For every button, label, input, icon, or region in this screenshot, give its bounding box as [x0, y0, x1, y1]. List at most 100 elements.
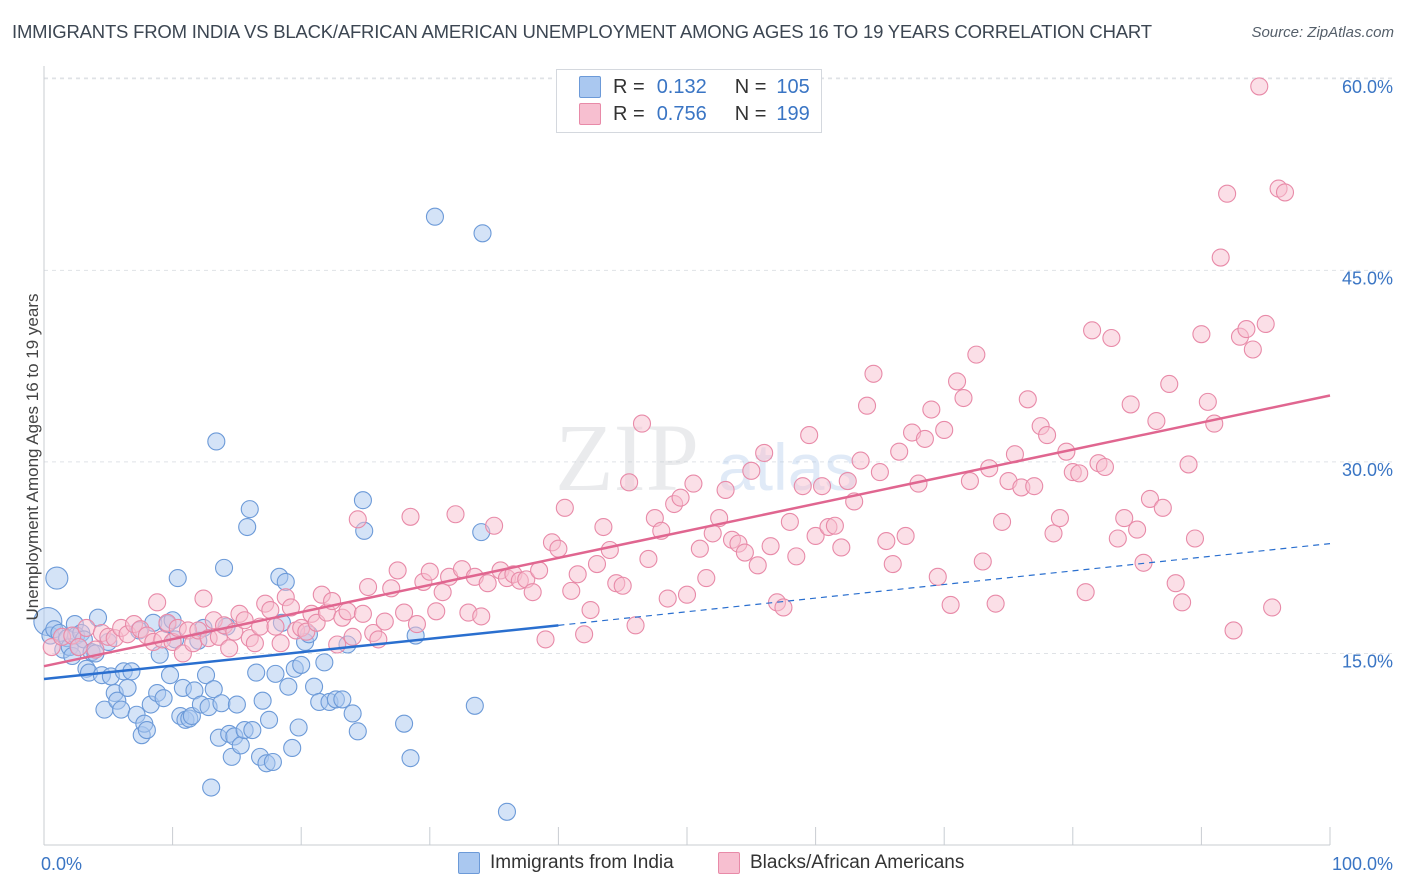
black-point	[536, 630, 555, 649]
black-point	[388, 561, 407, 580]
black-point	[420, 562, 439, 581]
black-point	[1070, 464, 1089, 483]
y-axis-label: Unemployment Among Ages 16 to 19 years	[23, 294, 42, 621]
india-trend-extension	[558, 543, 1331, 626]
black-point	[395, 603, 414, 622]
black-point	[1166, 574, 1185, 593]
india-point	[112, 700, 131, 719]
black-point	[1192, 325, 1211, 344]
india-point	[238, 517, 257, 537]
india-point	[289, 718, 308, 737]
black-point	[328, 635, 347, 654]
black-point	[838, 471, 857, 491]
black-point	[1128, 520, 1147, 539]
black-point	[581, 600, 600, 620]
black-point	[1102, 328, 1121, 348]
india-point	[333, 690, 352, 709]
black-point	[935, 420, 954, 440]
black-point	[1198, 392, 1217, 411]
black-point	[1025, 477, 1044, 496]
trend-lines	[43, 394, 1331, 681]
black-point	[1076, 583, 1095, 602]
black-point	[1275, 183, 1295, 202]
black-point	[825, 516, 844, 535]
black-point	[1224, 621, 1243, 640]
india-point	[45, 566, 69, 590]
black-point	[864, 364, 883, 383]
source-label: Source: ZipAtlas.com	[1251, 24, 1394, 41]
black-point	[626, 616, 645, 635]
x-tick-label: 0.0%	[41, 854, 82, 874]
india-point	[214, 558, 234, 577]
india-point	[353, 491, 372, 510]
black-point	[359, 577, 378, 597]
black-point	[562, 581, 581, 600]
black-point	[1243, 340, 1262, 359]
chart-title: IMMIGRANTS FROM INDIA VS BLACK/AFRICAN A…	[12, 21, 1152, 42]
india-point	[348, 722, 367, 741]
india-point	[227, 695, 246, 714]
india-point	[240, 500, 259, 519]
legend-n-value: 105	[776, 75, 810, 98]
india-point	[465, 696, 484, 715]
black-point	[780, 512, 799, 531]
legend-row-black: R = 0.756 N = 199	[579, 102, 810, 126]
black-point	[877, 532, 896, 551]
bottom-swatch-black-icon	[718, 852, 740, 874]
black-point	[1140, 489, 1160, 508]
black-point	[941, 595, 960, 614]
black-point	[485, 516, 504, 535]
legend-r-label: R =	[613, 75, 645, 98]
india-point	[279, 677, 298, 696]
india-point	[247, 663, 266, 682]
bottom-legend-india: Immigrants from India	[458, 852, 674, 874]
legend-r-value: 0.132	[656, 75, 707, 98]
black-point	[1095, 457, 1114, 477]
india-point	[395, 714, 414, 733]
black-point	[697, 569, 716, 588]
black-point	[353, 604, 372, 623]
y-tick-label: 15.0%	[1342, 651, 1393, 671]
black-point	[954, 388, 973, 408]
legend-swatch-black-icon	[579, 103, 601, 125]
india-point	[259, 710, 279, 729]
legend-r-value: 0.756	[656, 102, 707, 125]
india-point	[283, 738, 302, 757]
black-point	[857, 396, 877, 415]
black-point	[832, 538, 851, 557]
india-point	[263, 752, 282, 772]
black-point	[716, 480, 735, 500]
black-point	[1179, 455, 1198, 474]
india-point	[118, 678, 137, 697]
black-trend-line	[43, 394, 1331, 668]
black-point	[800, 426, 819, 445]
black-point	[407, 615, 426, 634]
black-point	[1250, 77, 1269, 96]
bottom-legend-black: Blacks/African Americans	[718, 852, 964, 874]
india-point	[253, 691, 272, 710]
axes	[43, 66, 1331, 846]
black-point	[1218, 184, 1237, 203]
india-point	[292, 655, 311, 674]
black-point	[690, 539, 709, 558]
black-point	[549, 539, 568, 558]
black-point	[401, 507, 420, 526]
india-point	[315, 653, 334, 672]
black-point	[677, 585, 697, 604]
black-point	[793, 477, 812, 496]
black-point	[870, 463, 889, 482]
black-point	[948, 372, 967, 391]
black-point	[915, 429, 934, 448]
watermark: ZIP atlas	[555, 404, 857, 511]
black-point	[928, 567, 947, 586]
black-point	[748, 556, 767, 575]
black-point	[446, 505, 465, 524]
legend-r-label: R =	[613, 102, 645, 125]
black-point	[575, 625, 594, 644]
black-point	[993, 512, 1012, 531]
black-point	[261, 600, 280, 620]
india-point	[168, 569, 187, 588]
black-point	[523, 583, 542, 602]
black-point	[343, 627, 362, 646]
black-point	[755, 443, 774, 462]
